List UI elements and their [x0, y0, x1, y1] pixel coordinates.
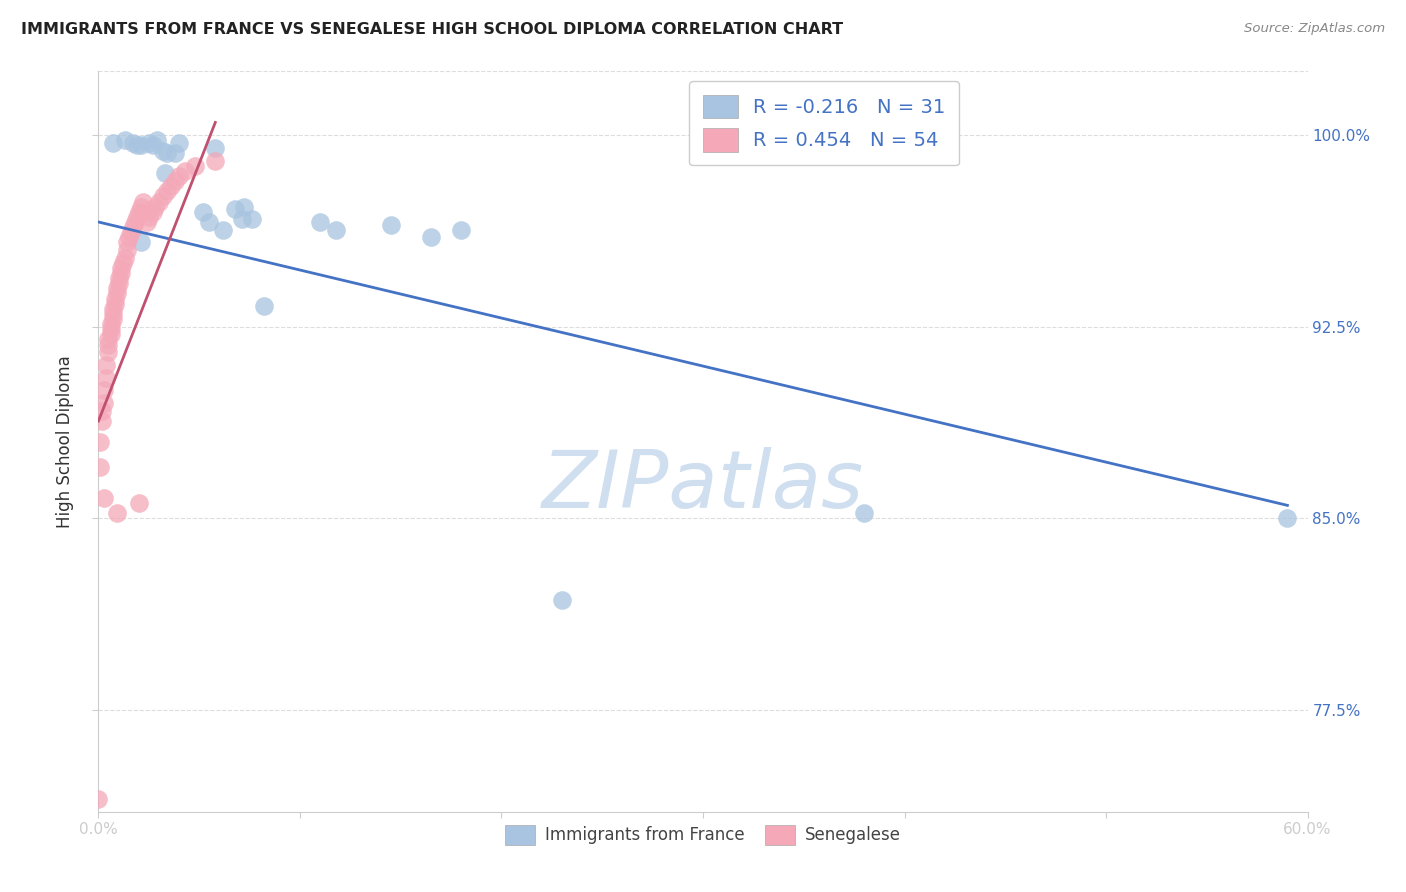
Point — [853, 506, 876, 520]
Point — [107, 277, 129, 291]
Point — [148, 194, 170, 209]
Point — [100, 322, 122, 336]
Point — [105, 286, 128, 301]
Point — [450, 222, 472, 236]
Point — [91, 414, 114, 428]
Point — [1277, 511, 1299, 525]
Point — [97, 337, 120, 351]
Point — [121, 136, 143, 150]
Point — [114, 251, 136, 265]
Point — [114, 133, 136, 147]
Point — [224, 202, 246, 217]
Point — [125, 138, 148, 153]
Point — [152, 144, 174, 158]
Point — [143, 200, 166, 214]
Point — [129, 138, 152, 153]
Point — [174, 164, 197, 178]
Point — [93, 384, 115, 398]
Point — [204, 141, 226, 155]
Point — [93, 396, 115, 410]
Point — [380, 218, 402, 232]
Point — [152, 189, 174, 203]
Text: Source: ZipAtlas.com: Source: ZipAtlas.com — [1244, 22, 1385, 36]
Point — [128, 204, 150, 219]
Point — [142, 204, 165, 219]
Point — [163, 146, 186, 161]
Point — [156, 146, 179, 161]
Point — [135, 215, 157, 229]
Point — [115, 235, 138, 250]
Point — [153, 166, 176, 180]
Point — [146, 133, 169, 147]
Point — [184, 159, 207, 173]
Point — [105, 506, 128, 520]
Point — [96, 358, 118, 372]
Point — [420, 230, 443, 244]
Text: ZIPatlas: ZIPatlas — [541, 447, 865, 525]
Point — [110, 266, 132, 280]
Point — [198, 215, 221, 229]
Point — [551, 592, 574, 607]
Point — [231, 212, 253, 227]
Point — [89, 460, 111, 475]
Point — [100, 317, 122, 331]
Point — [93, 491, 115, 505]
Point — [232, 200, 254, 214]
Point — [101, 312, 124, 326]
Point — [111, 256, 134, 270]
Point — [101, 307, 124, 321]
Point — [118, 230, 141, 244]
Point — [101, 136, 124, 150]
Point — [160, 179, 183, 194]
Legend: Immigrants from France, Senegalese: Immigrants from France, Senegalese — [499, 818, 907, 852]
Point — [204, 153, 226, 168]
Y-axis label: High School Diploma: High School Diploma — [56, 355, 75, 528]
Point — [253, 299, 276, 313]
Point — [110, 260, 132, 275]
Point — [101, 301, 124, 316]
Point — [91, 404, 114, 418]
Point — [163, 174, 186, 188]
Point — [309, 215, 332, 229]
Point — [129, 235, 152, 250]
Point — [100, 327, 122, 342]
Point — [89, 434, 111, 449]
Point — [87, 792, 110, 806]
Point — [107, 271, 129, 285]
Point — [121, 220, 143, 235]
Point — [142, 138, 165, 153]
Point — [97, 345, 120, 359]
Point — [240, 212, 263, 227]
Point — [125, 210, 148, 224]
Point — [167, 136, 190, 150]
Point — [156, 185, 179, 199]
Point — [96, 370, 118, 384]
Point — [138, 210, 160, 224]
Point — [138, 136, 160, 150]
Point — [124, 215, 146, 229]
Point — [128, 496, 150, 510]
Point — [325, 222, 347, 236]
Point — [129, 200, 152, 214]
Point — [103, 296, 125, 310]
Text: IMMIGRANTS FROM FRANCE VS SENEGALESE HIGH SCHOOL DIPLOMA CORRELATION CHART: IMMIGRANTS FROM FRANCE VS SENEGALESE HIG… — [21, 22, 844, 37]
Point — [97, 333, 120, 347]
Point — [103, 292, 125, 306]
Point — [167, 169, 190, 183]
Point — [120, 225, 142, 239]
Point — [193, 204, 215, 219]
Point — [132, 194, 155, 209]
Point — [105, 281, 128, 295]
Point — [115, 243, 138, 257]
Point — [212, 222, 235, 236]
